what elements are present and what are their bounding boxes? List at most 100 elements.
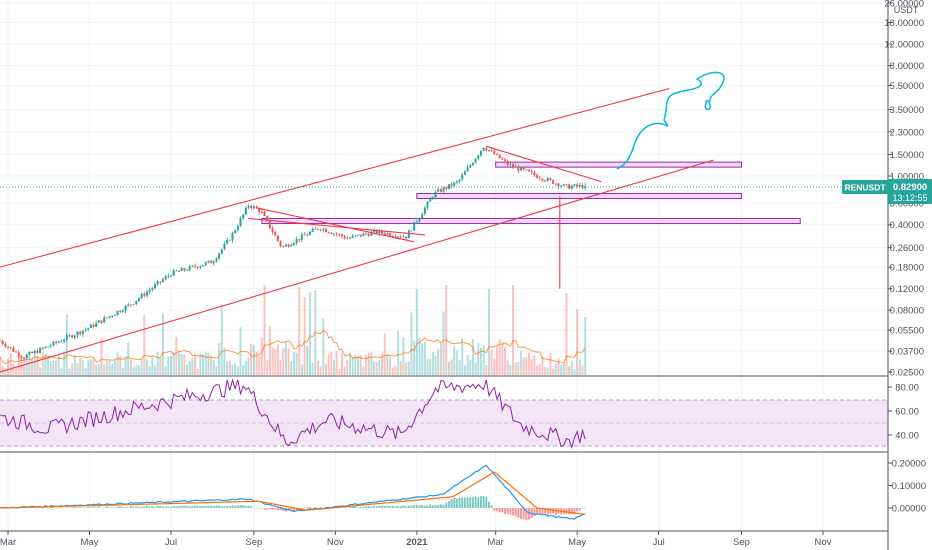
- volume-bar: [87, 360, 90, 375]
- macd-hist-bar: [562, 508, 565, 514]
- volume-bar: [442, 311, 445, 375]
- price-tick-label: 1.00000: [890, 172, 924, 183]
- candle: [514, 163, 517, 168]
- macd-hist-bar: [349, 506, 352, 508]
- volume-bar: [300, 364, 303, 375]
- volume-bar: [506, 360, 509, 375]
- volume-bar: [0, 356, 1, 375]
- channel-upper[interactable]: [0, 87, 670, 268]
- volume-bar: [530, 359, 533, 375]
- volume-bar: [140, 359, 143, 375]
- time-axis[interactable]: Mar May Jul Sep Nov 2021 Mar May Jul Sep Nov: [0, 531, 832, 548]
- candle: [533, 170, 536, 177]
- volume-bar: [394, 365, 397, 375]
- volume-bar: [226, 361, 229, 375]
- volume-bar: [413, 340, 416, 375]
- volume-bar: [327, 354, 330, 375]
- rsi-pane[interactable]: [0, 378, 888, 450]
- volume-bar: [287, 347, 290, 375]
- candle: [71, 334, 74, 339]
- volume-bar: [581, 365, 584, 375]
- zone-upper[interactable]: [495, 161, 742, 168]
- macd-hist-bar: [402, 505, 405, 508]
- volume-bar: [164, 366, 167, 375]
- volume-bar: [282, 347, 285, 375]
- wedge-2020-bottom[interactable]: [248, 217, 425, 236]
- rsi-axis[interactable]: 80.00 60.00 40.00: [888, 383, 919, 442]
- trendlines-layer[interactable]: [0, 87, 714, 373]
- channel-lower[interactable]: [0, 159, 714, 373]
- volume-bar: [92, 359, 95, 375]
- zone-middle[interactable]: [416, 193, 742, 200]
- volume-bar: [402, 337, 405, 375]
- candle: [121, 308, 124, 314]
- macd-hist-bar: [391, 505, 394, 508]
- candle: [498, 154, 501, 159]
- macd-hist-bar: [295, 508, 298, 511]
- volume-bar: [153, 365, 156, 375]
- candle: [73, 334, 76, 340]
- macd-hist-bar: [255, 507, 258, 509]
- volume-bar: [399, 361, 402, 375]
- symbol-tag-label: RENUSDT: [844, 183, 886, 193]
- hand-drawn-projection[interactable]: [616, 71, 725, 170]
- macd-hist-bar: [455, 498, 458, 508]
- macd-hist-bar: [55, 507, 58, 509]
- macd-hist-bar: [178, 506, 181, 508]
- volume-bar: [196, 368, 199, 375]
- macd-hist-bar: [95, 507, 98, 508]
- macd-hist-bar: [244, 505, 247, 508]
- volume-bar: [228, 360, 231, 375]
- macd-hist-bar: [145, 505, 148, 508]
- volume-bar: [15, 366, 18, 375]
- macd-hist-bar: [135, 506, 138, 508]
- candle: [63, 338, 66, 344]
- volume-bar: [79, 357, 82, 375]
- price-axis[interactable]: 26.00000 18.00000 12.00000 8.00000 5.50000 3.…: [884, 0, 924, 379]
- candle: [108, 315, 111, 319]
- volume-bar: [263, 285, 266, 375]
- price-tick-label: 2.30000: [890, 127, 924, 138]
- macd-hist-bar: [568, 508, 571, 515]
- macd-axis[interactable]: 0.20000 0.10000 0.00000: [888, 459, 926, 515]
- price-tick-label: 0.08000: [890, 306, 924, 317]
- macd-hist-bar: [239, 505, 242, 508]
- macd-hist-bar: [469, 497, 472, 508]
- volume-bar: [52, 360, 55, 375]
- candle: [431, 196, 434, 201]
- candle: [410, 230, 413, 232]
- volume-bar: [178, 352, 181, 375]
- macd-hist-bar: [509, 508, 512, 515]
- candle: [413, 221, 416, 231]
- macd-hist-bar: [501, 508, 504, 513]
- macd-hist-bar: [290, 508, 293, 512]
- macd-hist-bar: [180, 505, 183, 508]
- candle: [536, 173, 539, 179]
- macd-hist-bar: [341, 507, 344, 508]
- wedge-2020-top[interactable]: [256, 207, 415, 243]
- macd-line: [0, 464, 586, 520]
- volume-bar: [362, 366, 365, 375]
- volume-bar: [36, 356, 39, 375]
- price-pane[interactable]: [0, 71, 888, 375]
- zone-lower[interactable]: [261, 217, 801, 224]
- macd-hist-bar: [533, 508, 536, 517]
- volume-bar: [97, 364, 100, 375]
- macd-pane[interactable]: [0, 464, 587, 521]
- price-tag[interactable]: RENUSDT 0.82900 13:12:55: [842, 179, 932, 204]
- candle: [546, 176, 549, 183]
- volume-bar: [41, 352, 44, 375]
- candle: [335, 232, 338, 237]
- macd-hist-bar: [506, 508, 509, 514]
- candle: [322, 227, 325, 233]
- macd-hist-bar: [140, 506, 143, 508]
- volume-bar: [55, 360, 58, 375]
- time-tick-label: Sep: [245, 537, 262, 548]
- candle: [365, 232, 368, 236]
- price-tick-label: 0.02500: [890, 368, 924, 379]
- macd-hist-bar: [373, 506, 376, 508]
- wedge-2021-top[interactable]: [486, 145, 602, 183]
- macd-hist-bar: [381, 505, 384, 508]
- drawings-layer[interactable]: [261, 161, 801, 224]
